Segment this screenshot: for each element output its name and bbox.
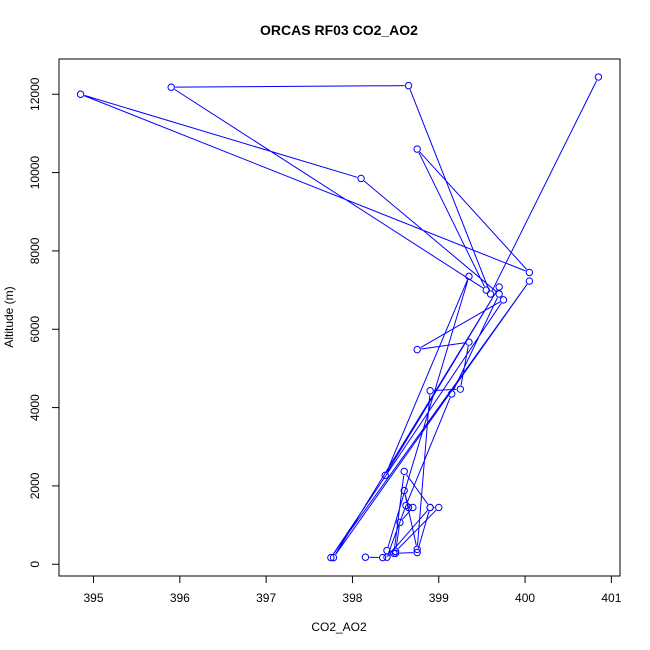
y-tick-label: 2000 (28, 472, 42, 499)
data-point (525, 268, 534, 277)
data-point (413, 345, 421, 354)
data-point (465, 338, 473, 346)
series-line (84, 80, 598, 558)
data-point (426, 503, 434, 512)
data-points (76, 73, 603, 562)
data-point (495, 290, 503, 298)
data-point (76, 90, 85, 98)
data-point (361, 553, 370, 561)
y-tick-label: 0 (28, 561, 42, 568)
y-tick-label: 4000 (28, 394, 42, 421)
data-point (486, 290, 495, 298)
data-point (357, 174, 365, 183)
data-point (378, 553, 387, 562)
data-point (594, 73, 603, 81)
y-axis: 0 2000 4000 6000 8000 10000 12000 (28, 77, 59, 568)
chart-title: ORCAS RF03 CO2_AO2 (260, 22, 418, 38)
x-tick-label: 395 (84, 591, 104, 605)
data-point (400, 486, 408, 495)
data-point (396, 518, 404, 527)
data-point (456, 385, 465, 393)
data-point (495, 283, 503, 291)
data-point (402, 501, 410, 510)
data-point (390, 549, 398, 557)
x-axis-label: CO2_AO2 (311, 620, 367, 634)
y-axis-label: Altitude (m) (2, 286, 16, 347)
data-point (435, 503, 443, 512)
x-tick-label: 401 (601, 591, 621, 605)
data-point (404, 81, 413, 90)
data-point (327, 553, 335, 562)
data-point (465, 272, 473, 281)
y-tick-label: 10000 (28, 156, 42, 190)
data-point (383, 553, 391, 561)
data-point (409, 503, 417, 512)
data-point (400, 467, 408, 476)
x-axis: 395 396 397 398 399 400 401 (84, 576, 622, 605)
x-tick-label: 398 (342, 591, 362, 605)
data-point (391, 547, 400, 556)
data-point (482, 286, 490, 294)
plot-frame (58, 58, 621, 577)
data-point (499, 296, 508, 304)
y-tick-label: 12000 (28, 77, 42, 111)
data-point (413, 145, 421, 153)
x-tick-label: 396 (170, 591, 190, 605)
data-point (413, 548, 421, 557)
x-tick-label: 399 (429, 591, 449, 605)
x-tick-label: 397 (256, 591, 276, 605)
data-point (525, 277, 534, 285)
data-point (167, 83, 175, 91)
x-tick-label: 400 (515, 591, 535, 605)
data-point (426, 387, 434, 395)
data-point (381, 471, 389, 480)
y-tick-label: 6000 (28, 316, 42, 343)
data-point (329, 553, 338, 562)
data-point (413, 545, 421, 554)
data-point (448, 390, 456, 398)
y-tick-label: 8000 (28, 237, 42, 264)
